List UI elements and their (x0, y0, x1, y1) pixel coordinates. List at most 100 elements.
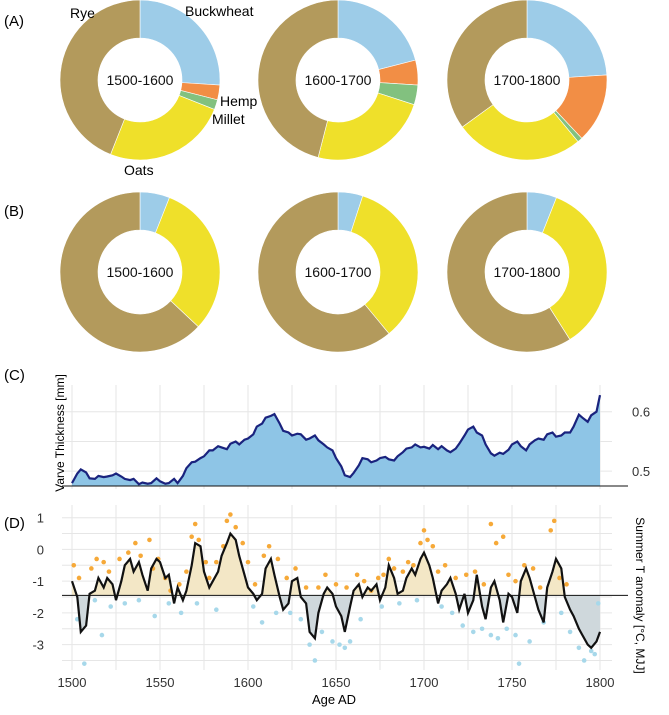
cold-dot (595, 601, 601, 606)
cold-dot (460, 623, 466, 628)
cold-dot (99, 632, 105, 638)
b-donut-1-slice-rye (59, 191, 199, 353)
cold-dot (358, 616, 363, 622)
warm-dot (557, 575, 562, 581)
anomaly-line (70, 531, 602, 650)
cold-dot (439, 604, 444, 609)
b-donut-3-slice-rye (446, 191, 571, 353)
cold-dot (108, 604, 114, 609)
warm-dot (303, 585, 309, 590)
warm-dot (147, 537, 152, 543)
warm-dot (71, 562, 77, 568)
warm-dot (430, 543, 436, 549)
panel-d-x-tick-label: 1700 (410, 675, 439, 690)
warm-dot (548, 528, 554, 533)
panel-d-x-tick-label: 1750 (498, 675, 527, 690)
warm-dot (138, 553, 143, 559)
label-rye: Rye (70, 5, 95, 21)
a-donut-3-slice-rye (446, 0, 528, 128)
label-millet: Millet (212, 111, 245, 127)
warm-dot (421, 528, 427, 533)
warm-dot (316, 585, 321, 590)
panel-b-label: (B) (4, 203, 24, 220)
warm-dot (184, 569, 189, 574)
warm-dot (513, 578, 518, 584)
warm-dot (245, 559, 251, 565)
warm-dot (488, 521, 494, 527)
b-donut-1-slice-oats (155, 197, 221, 328)
cold-dot (513, 632, 518, 638)
a-donut-3-slice-oats (461, 104, 579, 161)
warm-dot (381, 572, 386, 578)
warm-dot (192, 521, 198, 527)
cold-dot (152, 613, 158, 619)
panel-d-x-ticks: 1500 1550 1600 1650 1700 1750 1800 (58, 675, 615, 690)
cold-dot (337, 642, 342, 647)
varve-line (71, 394, 602, 486)
cold-dot (576, 645, 582, 651)
a-donut-3-slice-buckwheat (526, 0, 608, 78)
panel-d-x-tick-label: 1800 (586, 675, 615, 690)
a-donut-1-slice-buckwheat (139, 0, 221, 86)
b-donut-2-slice-rye (257, 191, 390, 353)
warm-dot (240, 540, 246, 546)
label-oats: Oats (124, 162, 154, 178)
warm-dot (386, 556, 392, 562)
panel-b-donuts: 1500-1600 1600-1700 1700-1800 (59, 191, 608, 353)
b-donut-2-period: 1600-1700 (305, 264, 372, 280)
cold-dot (330, 639, 335, 644)
cold-dot (259, 620, 265, 625)
panel-d-y-tick-label: 1 (37, 511, 44, 526)
warm-dot (252, 582, 258, 587)
panel-d-y-tick-label: -1 (32, 574, 44, 589)
warm-dot (106, 569, 112, 574)
cold-dot (273, 610, 279, 616)
panel-d-x-tick-label: 1650 (322, 675, 351, 690)
panel-c-ylabel: Varve Thickness [mm] (53, 374, 67, 492)
warm-dot (117, 556, 122, 562)
warm-dot (196, 537, 202, 543)
cold-dot (449, 610, 455, 616)
panel-a-donuts: 1500-1600 1600-1700 1700-1800 (59, 0, 608, 161)
panel-c-y-tick-label: 0.6 (632, 405, 650, 420)
b-donut-3-period: 1700-1800 (494, 264, 561, 280)
panel-d-xlabel: Age AD (312, 692, 356, 707)
warm-dot (275, 556, 281, 562)
anomaly-dots (71, 512, 601, 666)
warm-dot (411, 562, 416, 568)
cold-dot (250, 604, 256, 609)
warm-dot (261, 553, 267, 559)
warm-dot (89, 566, 94, 571)
warm-dot (425, 537, 430, 543)
warm-dot (94, 556, 99, 562)
cold-dot (347, 639, 353, 644)
warm-dot (551, 518, 557, 524)
cold-dot (479, 626, 485, 632)
b-donut-1-period: 1500-1600 (107, 264, 174, 280)
warm-dot (101, 559, 106, 565)
panel-d-x-tick-label: 1500 (58, 675, 87, 690)
warm-dot (564, 582, 569, 587)
cold-dot (319, 629, 325, 635)
warm-dot (354, 572, 360, 578)
panel-b: (B) 1500-1600 1600-1700 1700-1800 (4, 191, 608, 353)
panel-d: (D) 1 0 -1 -2 -3 1500 1550 1600 1650 1700 1750 180… (4, 505, 647, 707)
warm-dot (266, 543, 272, 549)
warm-dot (333, 582, 339, 587)
b-donut-3-slice-oats (542, 197, 608, 340)
warm-dot (233, 524, 238, 530)
warm-dot (133, 540, 138, 546)
warm-dot (400, 569, 406, 574)
warm-dot (418, 540, 423, 546)
warm-dot (177, 582, 182, 587)
b-donut-2-slice-oats (350, 195, 419, 335)
panel-d-y-tick-label: 0 (37, 542, 44, 557)
cold-dot (136, 597, 142, 603)
cold-dot (504, 626, 510, 632)
cold-dot (298, 616, 304, 622)
warm-dot (391, 566, 397, 571)
a-donut-1-period: 1500-1600 (107, 72, 174, 88)
cold-dot (516, 661, 522, 666)
cold-dot (214, 607, 219, 613)
panel-d-y-tick-label: -2 (32, 606, 44, 621)
